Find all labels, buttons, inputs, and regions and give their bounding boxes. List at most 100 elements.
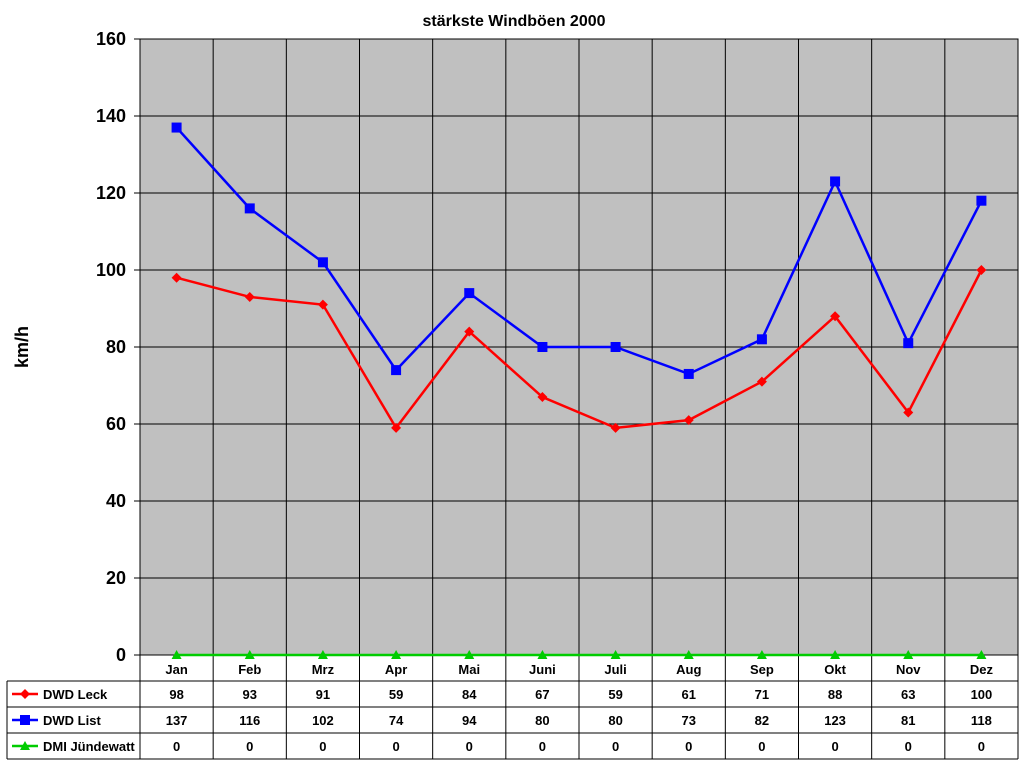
x-tick-label: Feb — [238, 662, 261, 677]
data-point — [537, 342, 548, 352]
data-point — [756, 334, 767, 345]
x-tick-label: Okt — [824, 662, 846, 677]
legend-key — [12, 741, 38, 750]
y-tick-label: 20 — [106, 568, 126, 588]
series-2 — [171, 650, 987, 659]
data-point — [171, 272, 182, 283]
data-point — [244, 203, 255, 214]
table-cell: 71 — [755, 687, 769, 702]
data-point — [976, 265, 987, 275]
data-point — [903, 650, 914, 659]
table-cell: 80 — [535, 713, 549, 728]
chart-title: stärkste Windböen 2000 — [422, 13, 605, 30]
x-tick-label: Aug — [676, 662, 701, 677]
table-cell: 63 — [901, 687, 915, 702]
data-point — [464, 288, 475, 299]
data-point — [171, 122, 182, 133]
table-cell: 0 — [466, 739, 473, 754]
data-point — [756, 650, 767, 659]
data-point — [537, 650, 548, 659]
table-cell: 0 — [978, 739, 985, 754]
x-tick-label: Sep — [750, 662, 774, 677]
series-line — [176, 269, 983, 431]
data-point — [683, 650, 694, 659]
table-cell: 93 — [243, 687, 257, 702]
table-cell: 0 — [539, 739, 546, 754]
legend-key — [12, 689, 38, 699]
table-cell: 59 — [608, 687, 622, 702]
y-tick-label: 0 — [116, 645, 126, 665]
data-point — [20, 741, 30, 750]
x-tick-label: Juli — [604, 662, 626, 677]
legend-label: DWD Leck — [43, 687, 108, 702]
table-cell: 0 — [392, 739, 399, 754]
data-point — [610, 342, 621, 352]
data-point — [903, 407, 914, 418]
data-point — [756, 376, 767, 387]
table-cell: 61 — [682, 687, 696, 702]
table-cell: 0 — [758, 739, 765, 754]
data-point — [903, 338, 914, 349]
table-cell: 59 — [389, 687, 403, 702]
data-point — [20, 689, 30, 699]
table-cell: 73 — [682, 713, 696, 728]
data-point — [244, 650, 255, 659]
table-cell: 94 — [462, 713, 477, 728]
table-cell: 0 — [319, 739, 326, 754]
table-cell: 0 — [173, 739, 180, 754]
table-cell: 0 — [612, 739, 619, 754]
table-cell: 91 — [316, 687, 330, 702]
x-tick-label: Dez — [970, 662, 994, 677]
data-point — [683, 368, 694, 379]
data-point — [171, 650, 182, 659]
y-tick-label: 40 — [106, 491, 126, 511]
data-point — [683, 415, 694, 426]
data-point — [830, 650, 841, 659]
data-point — [391, 365, 402, 376]
legend-key — [12, 715, 38, 725]
table-cell: 67 — [535, 687, 549, 702]
data-point — [976, 650, 987, 659]
data-point — [317, 299, 328, 310]
y-tick-label: 120 — [96, 183, 126, 203]
table-cell: 0 — [831, 739, 838, 754]
x-tick-label: Jan — [165, 662, 187, 677]
table-cell: 74 — [389, 713, 404, 728]
data-point — [20, 715, 30, 725]
y-tick-label: 80 — [106, 337, 126, 357]
x-tick-label: Apr — [385, 662, 407, 677]
x-tick-label: Juni — [529, 662, 556, 677]
table-cell: 102 — [312, 713, 334, 728]
table-cell: 118 — [971, 713, 992, 728]
table-cell: 0 — [246, 739, 253, 754]
table-cell: 88 — [828, 687, 842, 702]
data-point — [537, 392, 548, 403]
table-cell: 137 — [166, 713, 188, 728]
data-point — [244, 291, 255, 302]
table-cell: 80 — [608, 713, 622, 728]
data-point — [464, 326, 475, 337]
table-cell: 84 — [462, 687, 477, 702]
legend-label: DWD List — [43, 713, 101, 728]
series-line — [175, 126, 983, 376]
legend-label: DMI Jündewatt — [43, 739, 135, 754]
data-point — [464, 650, 475, 659]
table-cell: 81 — [901, 713, 915, 728]
table-cell: 123 — [824, 713, 846, 728]
y-tick-label: 160 — [96, 29, 126, 49]
data-point — [610, 650, 621, 659]
table-cell: 82 — [755, 713, 769, 728]
table-cell: 100 — [971, 687, 993, 702]
data-point — [391, 650, 402, 659]
plot-area: 0 20 40 60 80 100 120 140 160 — [96, 29, 1019, 759]
y-axis-label: km/h — [12, 326, 32, 368]
table-cell: 116 — [239, 713, 260, 728]
data-point — [976, 195, 987, 206]
data-point — [610, 422, 621, 433]
data-point — [391, 422, 402, 433]
y-tick-label: 60 — [106, 414, 126, 434]
x-tick-label: Mai — [458, 662, 480, 677]
table-cell: 0 — [905, 739, 912, 754]
x-tick-label: Nov — [896, 662, 921, 677]
